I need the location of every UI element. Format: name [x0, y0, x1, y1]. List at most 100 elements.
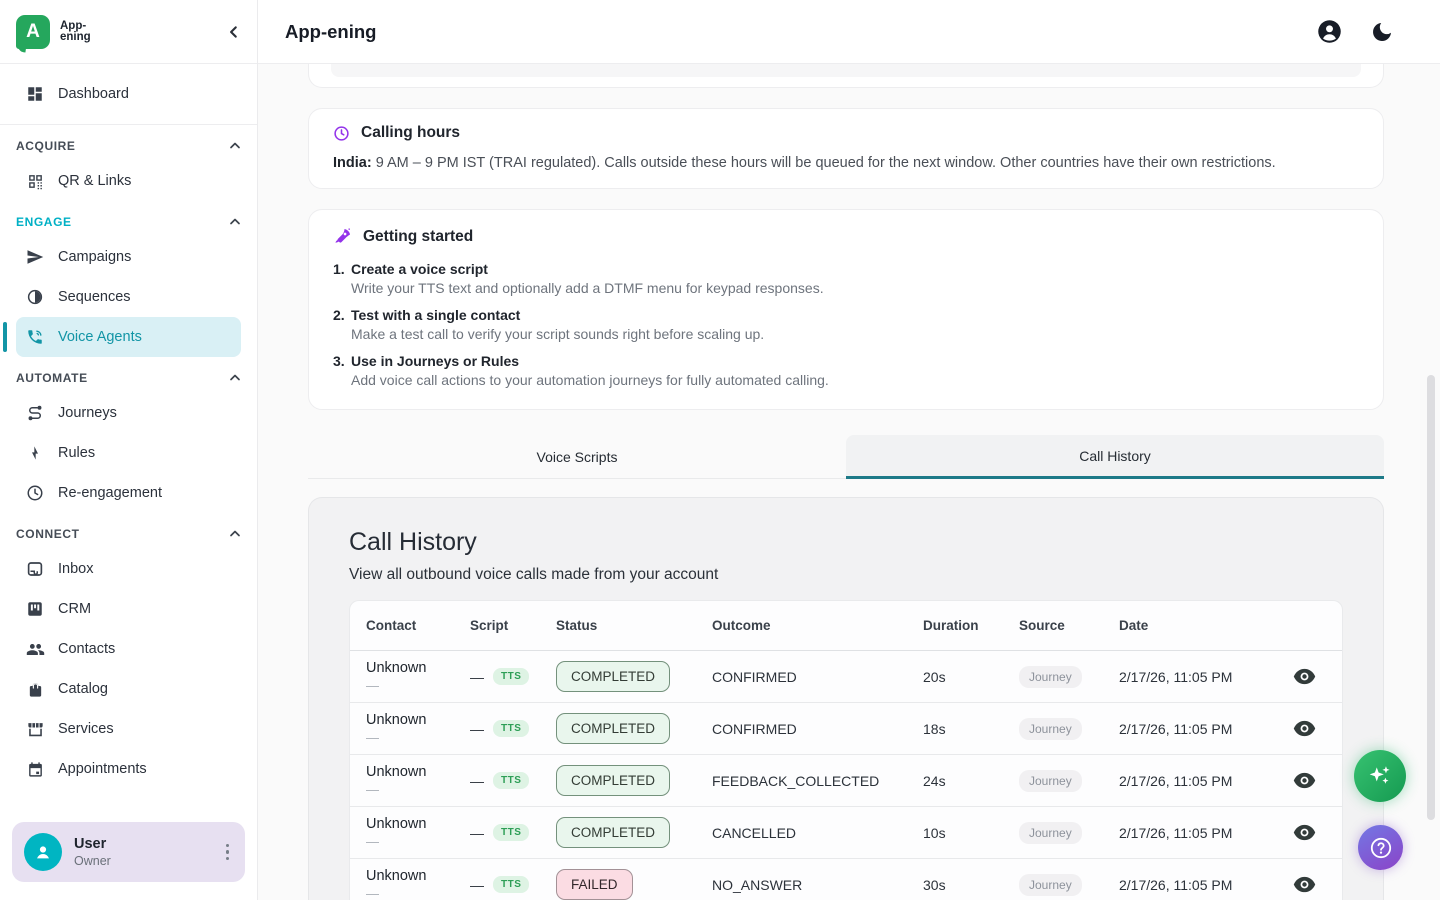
sidebar-logo-row: A App- ening — [0, 0, 257, 64]
source-cell: Journey — [1019, 718, 1119, 740]
sidebar-item-label: Appointments — [58, 761, 147, 777]
chevron-up-icon — [229, 140, 241, 152]
brand-name-line1: App- — [60, 21, 91, 32]
script-cell: — TTS — [470, 720, 556, 737]
calling-hours-country: India: — [333, 155, 372, 171]
sidebar-item-crm[interactable]: CRM — [16, 589, 241, 629]
eye-icon — [1293, 772, 1316, 789]
contact-phone-dash: — — [366, 782, 470, 797]
question-mark-icon — [1369, 836, 1393, 860]
sidebar-collapse-button[interactable] — [227, 25, 241, 39]
script-dash: — — [470, 825, 484, 841]
step-title: Use in Journeys or Rules — [351, 353, 829, 369]
eye-icon — [1293, 668, 1316, 685]
source-cell: Journey — [1019, 822, 1119, 844]
sidebar-item-inbox[interactable]: Inbox — [16, 549, 241, 589]
user-menu-button[interactable] — [220, 838, 236, 867]
call-history-title: Call History — [349, 528, 1343, 557]
lightning-icon — [25, 443, 45, 463]
dashboard-icon — [25, 84, 45, 104]
scrollbar-thumb[interactable] — [1427, 375, 1435, 820]
sidebar-item-services[interactable]: Services — [16, 709, 241, 749]
chevron-up-icon — [229, 528, 241, 540]
brand-logo-letter: A — [26, 21, 40, 43]
table-row: Unknown — — TTS COMPLETED C — [350, 651, 1342, 703]
table-body: Unknown — — TTS COMPLETED C — [350, 651, 1342, 900]
sidebar-item-campaigns[interactable]: Campaigns — [16, 237, 241, 277]
dark-mode-toggle[interactable] — [1370, 20, 1394, 44]
view-call-button[interactable] — [1293, 720, 1316, 737]
status-cell: FAILED — [556, 869, 712, 900]
outcome-cell: FEEDBACK_COLLECTED — [712, 773, 923, 789]
getting-started-steps: 1. Create a voice script Write your TTS … — [333, 261, 1359, 388]
chevron-left-icon — [227, 25, 241, 39]
person-icon — [32, 841, 54, 863]
sidebar-item-appointments[interactable]: Appointments — [16, 749, 241, 789]
step-title: Test with a single contact — [351, 307, 764, 323]
storefront-icon — [25, 719, 45, 739]
tab-voice-scripts[interactable]: Voice Scripts — [308, 435, 846, 478]
sidebar-item-voice-agents[interactable]: Voice Agents — [16, 317, 241, 357]
script-cell: — TTS — [470, 772, 556, 789]
contact-name: Unknown — [366, 868, 470, 884]
sidebar-item-dashboard[interactable]: Dashboard — [16, 74, 241, 114]
tab-call-history[interactable]: Call History — [846, 435, 1384, 479]
brand-name: App- ening — [60, 21, 91, 43]
calling-hours-title: Calling hours — [361, 124, 460, 142]
call-history-table: Contact Script Status Outcome Duration S… — [349, 600, 1343, 900]
clock-icon — [333, 125, 350, 142]
tts-badge: TTS — [493, 824, 529, 841]
step-description: Make a test call to verify your script s… — [351, 326, 764, 342]
sidebar-item-label: Re-engagement — [58, 485, 162, 501]
sidebar-divider — [0, 124, 257, 125]
view-call-button[interactable] — [1293, 668, 1316, 685]
sidebar-item-label: Campaigns — [58, 249, 131, 265]
sidebar-section-engage[interactable]: ENGAGE — [16, 215, 241, 229]
outcome-cell: CANCELLED — [712, 825, 923, 841]
duration-cell: 30s — [923, 877, 1019, 893]
account-button[interactable] — [1316, 18, 1343, 45]
contact-name: Unknown — [366, 764, 470, 780]
status-badge: COMPLETED — [556, 713, 670, 744]
date-cell: 2/17/26, 11:05 PM — [1119, 669, 1277, 685]
view-call-button[interactable] — [1293, 876, 1316, 893]
view-call-button[interactable] — [1293, 824, 1316, 841]
qr-code-icon — [25, 171, 45, 191]
sidebar-section-acquire[interactable]: ACQUIRE — [16, 139, 241, 153]
sidebar-item-label: Catalog — [58, 681, 108, 697]
sidebar-item-sequences[interactable]: Sequences — [16, 277, 241, 317]
user-circle-icon — [1316, 18, 1343, 45]
route-icon — [25, 403, 45, 423]
sidebar-item-re-engagement[interactable]: Re-engagement — [16, 473, 241, 513]
contact-name: Unknown — [366, 712, 470, 728]
half-circle-icon — [25, 287, 45, 307]
sidebar-item-contacts[interactable]: Contacts — [16, 629, 241, 669]
column-header-contact: Contact — [366, 618, 470, 633]
status-badge: COMPLETED — [556, 817, 670, 848]
script-cell: — TTS — [470, 668, 556, 685]
user-avatar — [24, 833, 62, 871]
date-cell: 2/17/26, 11:05 PM — [1119, 877, 1277, 893]
eye-icon — [1293, 824, 1316, 841]
rocket-icon — [333, 227, 352, 246]
help-button[interactable] — [1358, 825, 1403, 870]
user-card[interactable]: User Owner — [12, 822, 245, 882]
calling-hours-body: 9 AM – 9 PM IST (TRAI regulated). Calls … — [372, 155, 1276, 171]
sidebar-item-journeys[interactable]: Journeys — [16, 393, 241, 433]
sparkles-icon — [1367, 763, 1393, 789]
tts-badge: TTS — [493, 668, 529, 685]
sidebar-item-rules[interactable]: Rules — [16, 433, 241, 473]
sidebar-section-connect[interactable]: CONNECT — [16, 527, 241, 541]
contact-cell: Unknown — — [366, 660, 470, 693]
duration-cell: 24s — [923, 773, 1019, 789]
sidebar-item-catalog[interactable]: Catalog — [16, 669, 241, 709]
contact-cell: Unknown — — [366, 764, 470, 797]
column-header-status: Status — [556, 618, 712, 633]
sidebar-section-automate[interactable]: AUTOMATE — [16, 371, 241, 385]
view-call-button[interactable] — [1293, 772, 1316, 789]
section-label: ENGAGE — [16, 215, 72, 229]
sidebar-item-qr-links[interactable]: QR & Links — [16, 161, 241, 201]
user-role: Owner — [74, 854, 220, 868]
ai-assistant-button[interactable] — [1354, 750, 1406, 802]
contact-phone-dash: — — [366, 730, 470, 745]
